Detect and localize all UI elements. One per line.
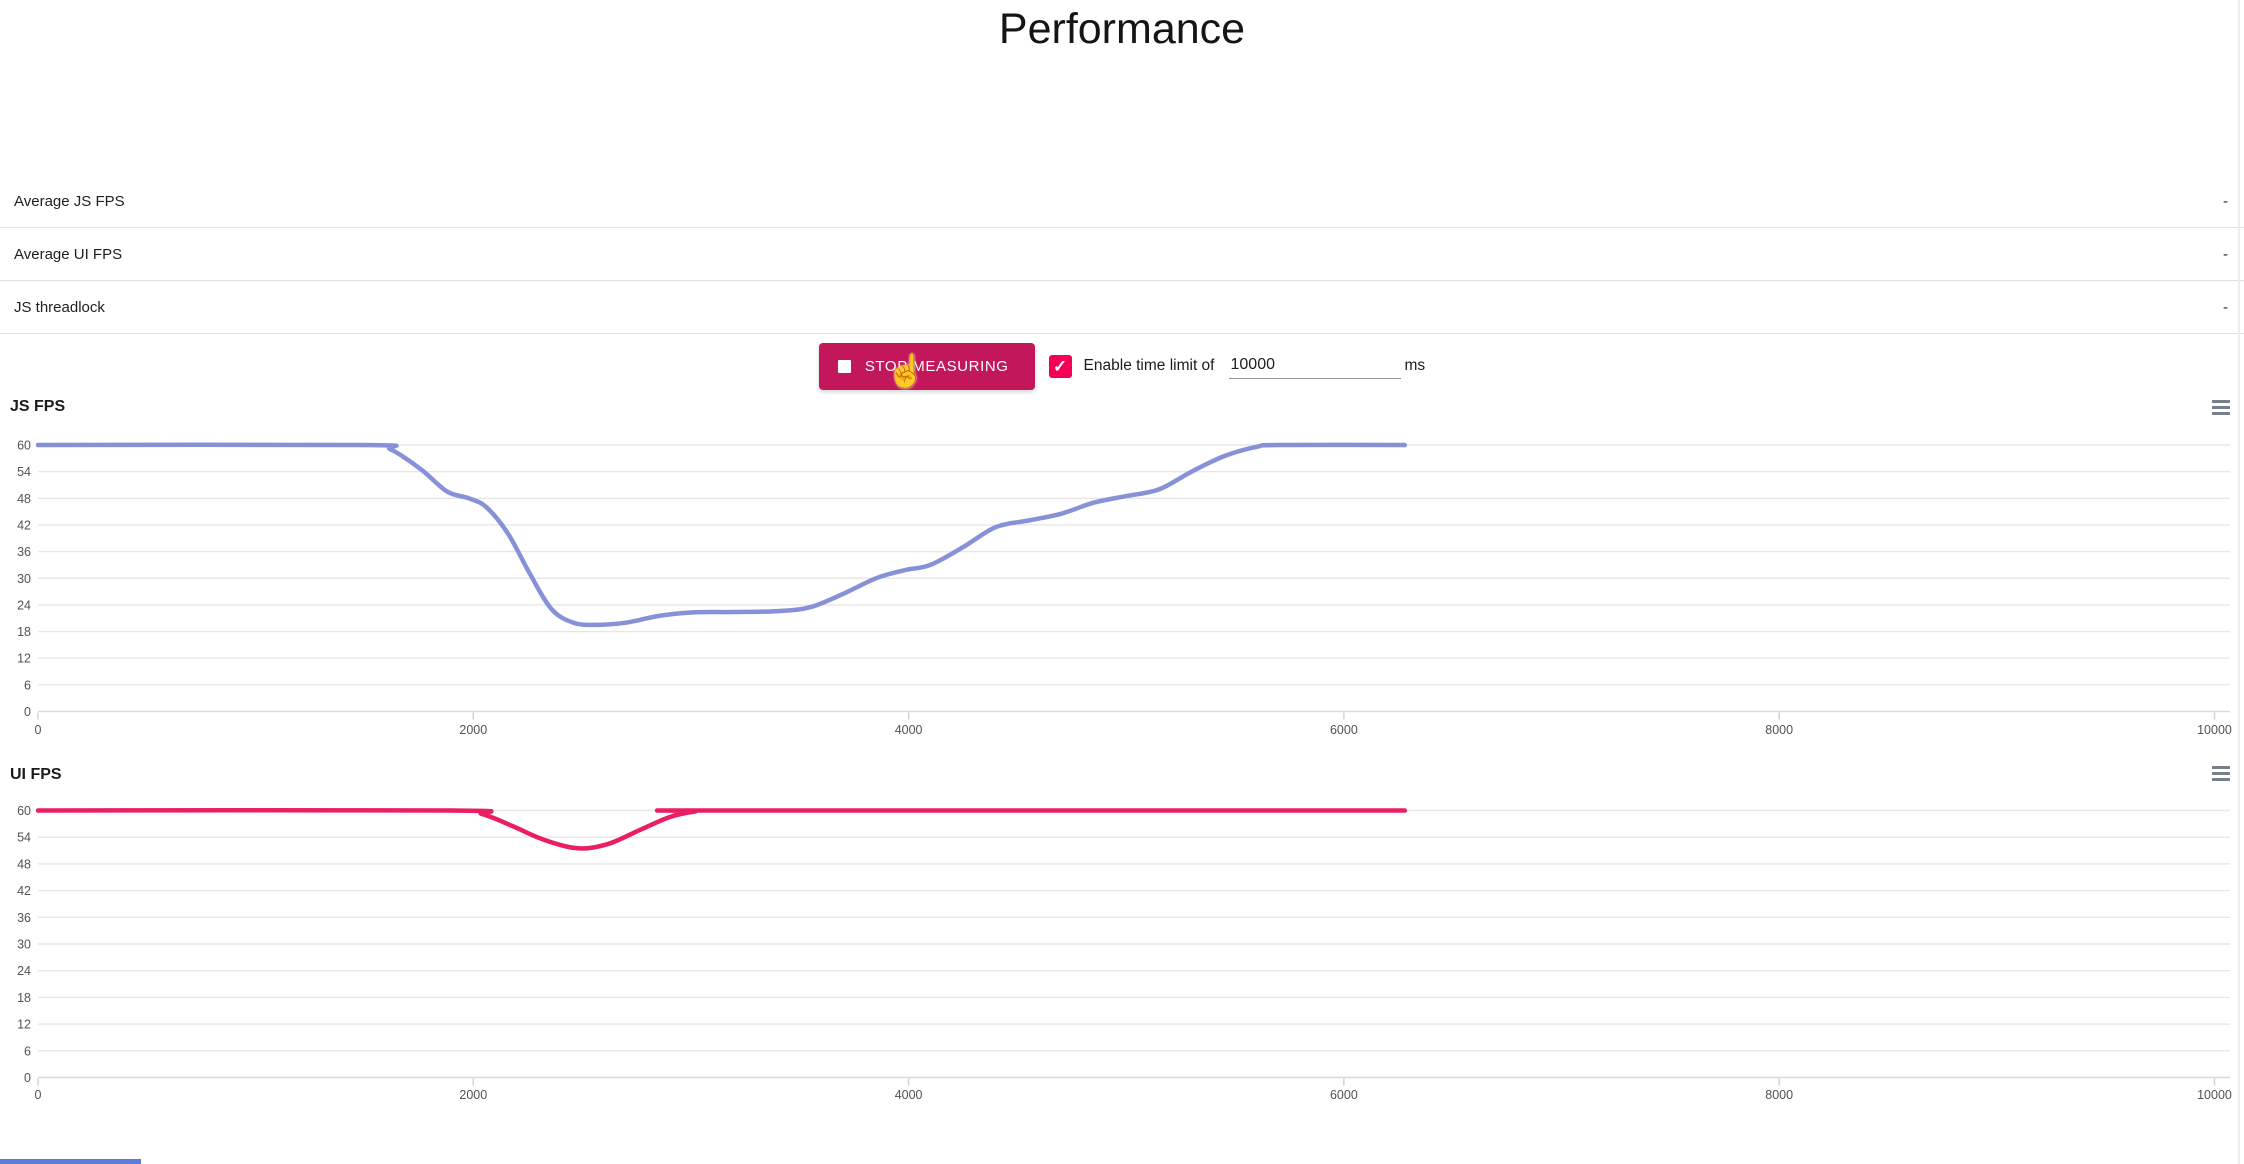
svg-text:18: 18 [17, 625, 31, 639]
hamburger-menu-icon[interactable] [2212, 400, 2230, 415]
svg-text:0: 0 [24, 705, 31, 719]
stats-list: Average JS FPS - Average UI FPS - JS thr… [0, 175, 2244, 334]
svg-text:42: 42 [17, 518, 31, 532]
svg-text:12: 12 [17, 652, 31, 666]
svg-text:0: 0 [35, 723, 42, 737]
svg-text:42: 42 [17, 884, 31, 898]
chart-title-ui-fps: UI FPS [10, 766, 62, 783]
svg-text:36: 36 [17, 545, 31, 559]
stat-value: - [2223, 245, 2228, 263]
measure-controls: STOP MEASURING ✓ Enable time limit of ms [0, 338, 2244, 394]
hamburger-menu-icon[interactable] [2212, 766, 2230, 781]
time-limit-label: Enable time limit of [1083, 357, 1215, 374]
svg-text:2000: 2000 [459, 723, 487, 737]
stop-measuring-label: STOP MEASURING [864, 357, 1009, 375]
svg-text:54: 54 [17, 465, 31, 479]
stat-value: - [2223, 192, 2228, 210]
time-limit-checkbox[interactable]: ✓ [1048, 354, 1072, 378]
svg-text:24: 24 [17, 598, 31, 612]
stat-row-average-ui-fps: Average UI FPS - [0, 228, 2244, 281]
svg-text:6: 6 [24, 1044, 31, 1058]
svg-text:10000: 10000 [2197, 723, 2232, 737]
svg-text:6000: 6000 [1330, 723, 1358, 737]
svg-text:8000: 8000 [1765, 723, 1793, 737]
checkbox-check-icon: ✓ [1052, 356, 1068, 376]
page-title: Performance [998, 5, 1246, 53]
svg-text:12: 12 [17, 1018, 31, 1032]
stat-label: Average UI FPS [14, 245, 123, 263]
stop-measuring-button[interactable]: STOP MEASURING [818, 342, 1035, 390]
svg-text:18: 18 [17, 991, 31, 1005]
svg-text:48: 48 [17, 492, 31, 506]
svg-text:0: 0 [35, 1088, 42, 1102]
svg-text:48: 48 [17, 857, 31, 871]
svg-text:60: 60 [17, 439, 31, 453]
time-limit-input[interactable] [1228, 353, 1401, 379]
js-fps-chart: 0 6 12 18 24 30 36 42 48 54 60 0 2000 4000 6000 8000 100… [17, 439, 2232, 738]
stat-row-average-js-fps: Average JS FPS - [0, 175, 2244, 228]
stat-label: JS threadlock [14, 298, 105, 316]
svg-text:36: 36 [17, 911, 31, 925]
svg-text:10000: 10000 [2197, 1088, 2232, 1102]
stat-value: - [2223, 298, 2228, 316]
time-limit-unit: ms [1404, 357, 1426, 374]
bottom-blue-strip [0, 1159, 141, 1164]
svg-text:8000: 8000 [1765, 1088, 1793, 1102]
svg-text:30: 30 [17, 572, 31, 586]
svg-text:4000: 4000 [895, 1088, 923, 1102]
ui-fps-chart: 0 6 12 18 24 30 36 42 48 54 60 0 2000 4000 6000 8000 100… [17, 804, 2232, 1102]
stat-row-js-threadlock: JS threadlock - [0, 281, 2244, 334]
chart-title-js-fps: JS FPS [10, 398, 66, 415]
stat-label: Average JS FPS [14, 192, 125, 210]
svg-text:0: 0 [24, 1071, 31, 1085]
svg-text:24: 24 [17, 964, 31, 978]
svg-text:2000: 2000 [459, 1088, 487, 1102]
scrollbar-track[interactable] [2238, 0, 2240, 1164]
stop-square-icon [837, 359, 851, 373]
svg-text:6: 6 [24, 678, 31, 692]
svg-text:30: 30 [17, 938, 31, 952]
svg-text:54: 54 [17, 831, 31, 845]
svg-text:6000: 6000 [1330, 1088, 1358, 1102]
svg-text:4000: 4000 [895, 723, 923, 737]
svg-text:60: 60 [17, 804, 31, 818]
